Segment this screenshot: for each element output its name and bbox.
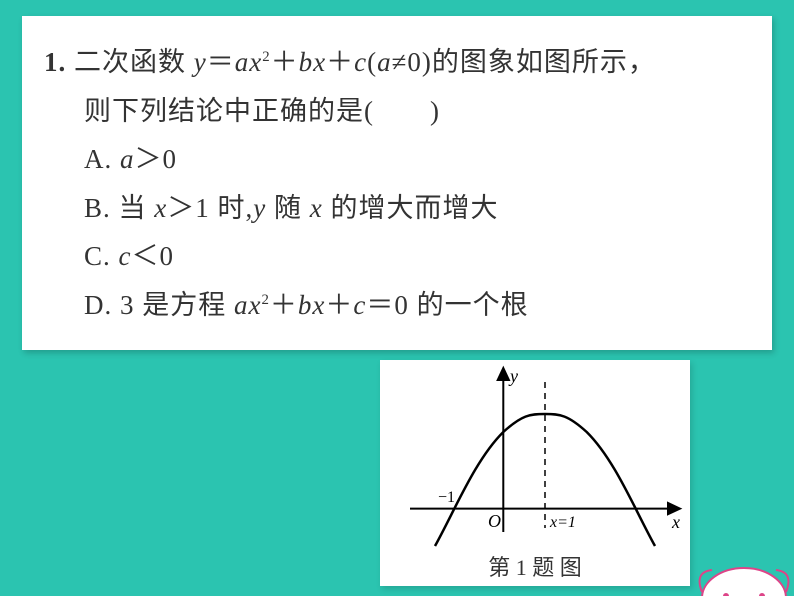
figure-caption: 第 1 题 图 xyxy=(380,550,690,582)
option-a: A. a＞0 xyxy=(44,135,742,184)
stem-line-1: 1. 二次函数 y＝ax2＋bx＋c(a≠0)的图象如图所示， xyxy=(44,38,742,87)
origin-label: O xyxy=(488,511,501,531)
stem-line-2: 则下列结论中正确的是( ) xyxy=(44,87,742,136)
symmetry-line-label: x=1 xyxy=(549,514,576,531)
question-panel: 1. 二次函数 y＝ax2＋bx＋c(a≠0)的图象如图所示， 则下列结论中正确… xyxy=(22,16,772,350)
intercept-left-label: −1 xyxy=(438,489,455,506)
option-d: D. 3 是方程 ax2＋bx＋c＝0 的一个根 xyxy=(44,281,742,330)
x-axis-label: x xyxy=(671,512,680,532)
doodle-icon xyxy=(684,552,794,596)
y-axis-label: y xyxy=(508,366,518,386)
option-b: B. 当 x＞1 时,y 随 x 的增大而增大 xyxy=(44,184,742,233)
option-c: C. c＜0 xyxy=(44,232,742,281)
figure-panel: y x O −1 x=1 第 1 题 图 xyxy=(380,360,690,586)
parabola-graph: y x O −1 x=1 xyxy=(380,360,690,555)
problem-number: 1. xyxy=(44,47,66,77)
